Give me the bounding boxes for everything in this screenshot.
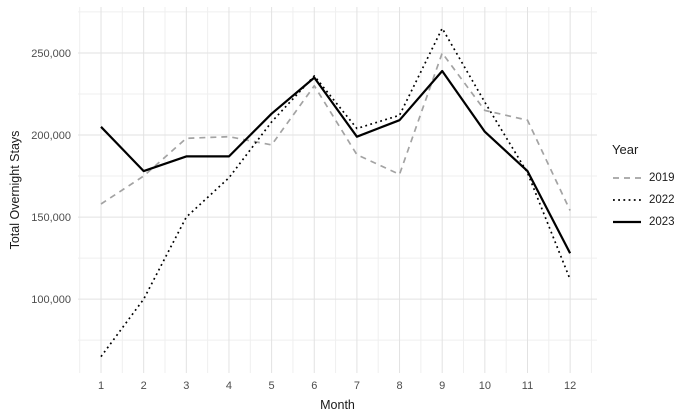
legend-item-2022: 2022 [612, 189, 675, 211]
x-axis-title: Month [320, 398, 355, 412]
legend-label: 2022 [649, 194, 675, 206]
x-tick-label: 10 [479, 380, 491, 392]
x-tick-label: 7 [354, 380, 360, 392]
x-tick-label: 4 [226, 380, 232, 392]
legend-key-solid-line-icon [613, 220, 641, 224]
series-line-2023 [100, 69, 572, 254]
legend-label: 2019 [649, 172, 675, 184]
legend-title: Year [612, 142, 639, 157]
legend-items: 2019 2022 2023 [612, 167, 675, 233]
x-tick-label: 6 [311, 380, 317, 392]
x-tick-label: 11 [522, 380, 533, 392]
y-tick-label: 150,000 [31, 212, 71, 224]
legend-key-dotted-line-icon [613, 199, 641, 201]
legend-item-2023: 2023 [612, 211, 675, 233]
y-tick-label: 200,000 [31, 130, 71, 142]
y-tick-label: 250,000 [31, 48, 71, 60]
x-tick-label: 8 [396, 380, 402, 392]
legend-key-dashed-line-icon [613, 177, 641, 179]
x-tick-label: 1 [98, 380, 104, 392]
gridlines-major [78, 7, 597, 373]
gridlines-minor [78, 7, 597, 373]
y-axis-title: Total Overnight Stays [8, 130, 22, 250]
x-tick-label: 3 [183, 380, 189, 392]
x-tick-label: 12 [564, 380, 576, 392]
x-tick-label: 5 [269, 380, 275, 392]
legend: Year 2019 2022 2023 [612, 142, 675, 233]
x-tick-label: 9 [439, 380, 445, 392]
y-tick-label: 100,000 [31, 294, 71, 306]
legend-item-2019: 2019 [612, 167, 675, 189]
legend-label: 2023 [649, 216, 675, 228]
x-tick-label: 2 [141, 380, 147, 392]
